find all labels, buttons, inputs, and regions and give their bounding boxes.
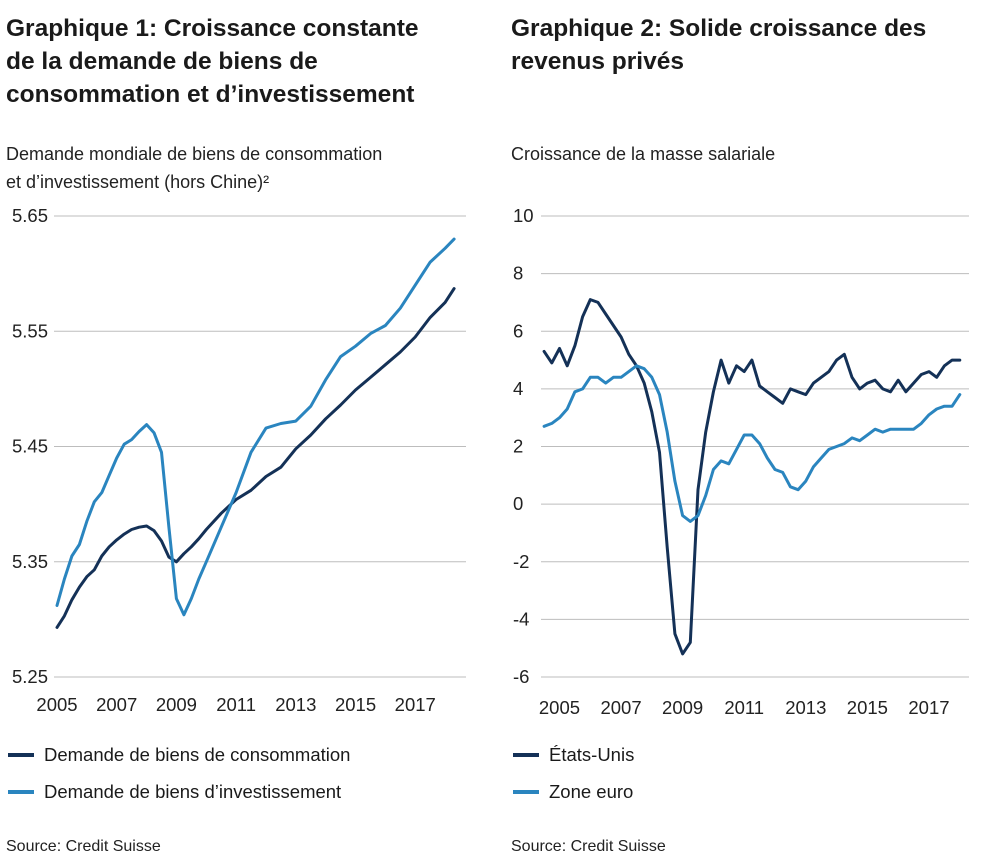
chart-title-line: revenus privés <box>511 48 684 75</box>
x-tick-label: 2007 <box>600 697 641 718</box>
x-tick-label: 2017 <box>395 694 436 715</box>
y-tick-label: 5.55 <box>12 320 48 341</box>
x-tick-label: 2007 <box>96 694 137 715</box>
x-tick-label: 2009 <box>662 697 703 718</box>
chart-plot-2: -6 -4 -2 0 2 4 6 8 10 2005 2007 2009 2011 2013 2015 201… <box>513 205 969 718</box>
legend-swatch-dark <box>513 752 539 757</box>
y-tick-label: 5.45 <box>12 436 48 457</box>
chart-title-line: Graphique 2: Solide croissance des <box>511 15 927 42</box>
y-tick-label: 0 <box>513 493 523 514</box>
legend-swatch-dark <box>8 752 34 757</box>
legend-swatch-light <box>8 789 34 794</box>
chart-source: Source: Credit Suisse <box>511 838 666 855</box>
series-line-2 <box>55 237 456 617</box>
series-line-1 <box>55 287 456 629</box>
chart-plot-1: 5.25 5.35 5.45 5.55 5.65 2005 2007 2009 2011 2013… <box>12 205 466 715</box>
y-tick-label: 8 <box>513 263 523 284</box>
legend-item-zone-euro: Zone euro <box>513 773 634 810</box>
chart-source: Source: Credit Suisse <box>6 838 161 855</box>
chart-title-line: Graphique 1: Croissance constante <box>6 15 419 42</box>
legend-item-investissement: Demande de biens d’investissement <box>8 773 350 810</box>
y-tick-label: 4 <box>513 378 523 399</box>
chart-subtitle-line: Demande mondiale de biens de consommatio… <box>6 144 383 164</box>
y-tick-label: -4 <box>513 608 529 629</box>
y-tick-label: 2 <box>513 436 523 457</box>
legend-label: Demande de biens d’investissement <box>44 780 342 802</box>
series-line-2 <box>542 364 962 523</box>
series-line-1 <box>542 298 962 656</box>
chart-title: Graphique 1: Croissance constante de la … <box>6 12 476 111</box>
y-tick-label: -6 <box>513 666 529 687</box>
x-tick-label: 2005 <box>36 694 77 715</box>
chart-legend: États-Unis Zone euro <box>513 736 634 810</box>
x-tick-label: 2017 <box>908 697 949 718</box>
legend-item-etats-unis: États-Unis <box>513 736 634 773</box>
x-tick-label: 2013 <box>275 694 316 715</box>
legend-label: États-Unis <box>549 743 635 765</box>
y-tick-label: 5.35 <box>12 551 48 572</box>
x-tick-label: 2015 <box>847 697 888 718</box>
chart-subtitle-line: et d’investissement (hors Chine)² <box>6 172 270 192</box>
chart-title: Graphique 2: Solide croissance des reven… <box>511 12 981 78</box>
legend-label: Demande de biens de consommation <box>44 743 351 765</box>
x-tick-label: 2009 <box>156 694 197 715</box>
chart-title-line: consommation et d’investissement <box>6 81 415 108</box>
chart-title-line: de la demande de biens de <box>6 48 318 75</box>
x-tick-label: 2013 <box>785 697 826 718</box>
chart-subtitle-line: Croissance de la masse salariale <box>511 144 776 164</box>
legend-item-consommation: Demande de biens de consommation <box>8 736 350 773</box>
legend-swatch-light <box>513 789 539 794</box>
y-tick-label: 10 <box>513 205 534 226</box>
chart-legend: Demande de biens de consommation Demande… <box>8 736 350 810</box>
chart-subtitle: Croissance de la masse salariale <box>511 140 775 168</box>
y-tick-label: -2 <box>513 551 529 572</box>
y-tick-label: 5.25 <box>12 666 48 687</box>
y-tick-label: 6 <box>513 320 523 341</box>
x-tick-label: 2011 <box>724 697 764 718</box>
y-tick-label: 5.65 <box>12 205 48 226</box>
legend-label: Zone euro <box>549 780 634 802</box>
x-tick-label: 2015 <box>335 694 376 715</box>
x-tick-label: 2011 <box>216 694 256 715</box>
x-tick-label: 2005 <box>539 697 580 718</box>
chart-subtitle: Demande mondiale de biens de consommatio… <box>6 140 382 196</box>
